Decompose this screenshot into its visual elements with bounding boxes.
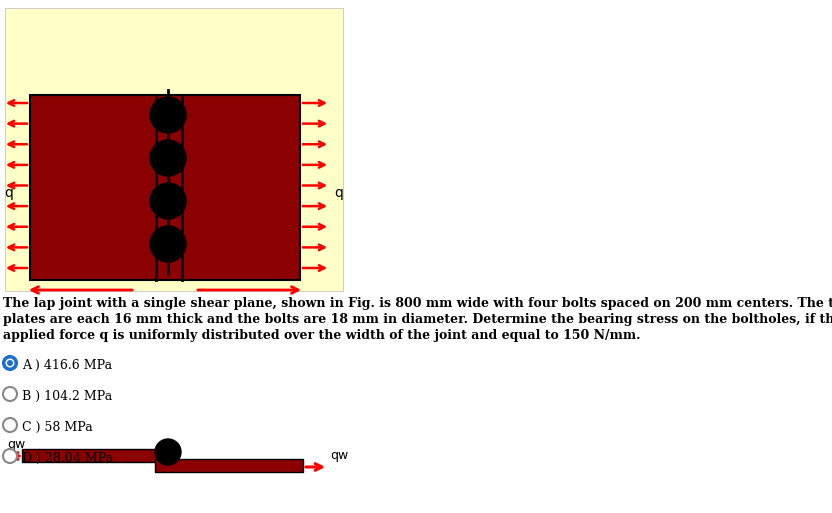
Circle shape [150,97,186,133]
Bar [5,8,343,291]
Text: A ) 416.6 MPa: A ) 416.6 MPa [22,359,112,372]
Text: q: q [4,186,12,200]
Bar [30,95,300,280]
Bar [22,448,162,462]
Text: qw: qw [7,438,25,451]
Circle shape [6,359,14,367]
Circle shape [3,418,17,432]
Bar [155,459,303,471]
Circle shape [150,183,186,219]
Text: D ) 28.04 MPa: D ) 28.04 MPa [22,452,113,465]
Text: applied force q is uniformly distributed over the width of the joint and equal t: applied force q is uniformly distributed… [3,329,641,342]
Circle shape [150,226,186,262]
Circle shape [3,387,17,401]
Text: plates are each 16 mm thick and the bolts are 18 mm in diameter. Determine the b: plates are each 16 mm thick and the bolt… [3,313,832,326]
Circle shape [7,360,13,366]
Text: B ) 104.2 MPa: B ) 104.2 MPa [22,390,112,403]
Circle shape [3,356,17,370]
Text: qw: qw [330,449,349,462]
Text: q: q [334,186,343,200]
Circle shape [150,140,186,176]
Circle shape [155,439,181,465]
Text: C ) 58 MPa: C ) 58 MPa [22,421,92,434]
Circle shape [3,449,17,463]
Text: The lap joint with a single shear plane, shown in Fig. is 800 mm wide with four : The lap joint with a single shear plane,… [3,297,832,310]
